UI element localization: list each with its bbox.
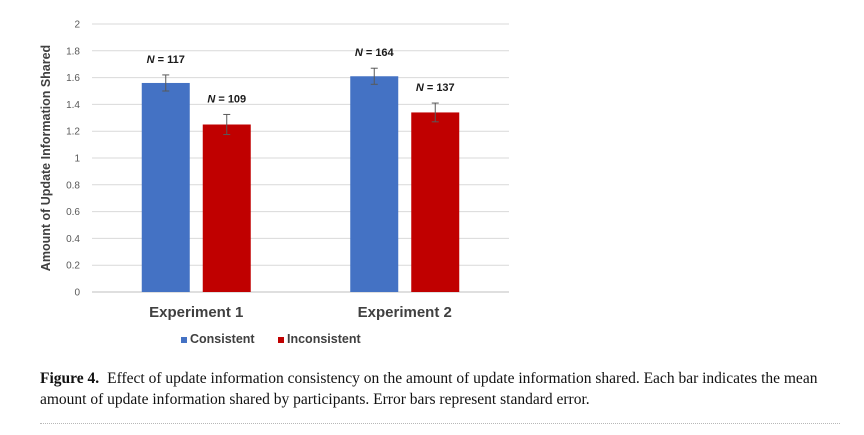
y-axis-label: Amount of Update Information Shared: [39, 45, 53, 271]
legend-item-consistent: Consistent: [181, 332, 255, 346]
x-axis-categories: Experiment 1 Experiment 2: [149, 304, 452, 321]
y-tick-label: 0.2: [66, 261, 80, 272]
bar-inconsistent-1: [202, 124, 251, 292]
legend-label: Inconsistent: [287, 332, 361, 346]
error-bar: [223, 113, 231, 136]
error-bar: [431, 102, 439, 123]
error-bars: [162, 67, 439, 136]
legend-swatch: [181, 337, 187, 343]
bar-data-label: N = 109: [207, 93, 246, 105]
error-bar: [162, 74, 170, 92]
y-tick-label: 2: [74, 20, 80, 31]
y-tick-label: 0.4: [66, 234, 80, 245]
y-tick-label: 1.6: [66, 73, 80, 84]
bar-chart: 0 0.2 0.4 0.6 0.8 1 1.2 1.4 1.6 1.8 2 Amount of Up…: [39, 20, 509, 346]
x-category-label: Experiment 2: [358, 304, 452, 321]
legend: Consistent Inconsistent: [181, 332, 361, 346]
bar-data-label: N = 137: [416, 82, 455, 94]
divider: [40, 423, 840, 424]
y-tick-label: 0.6: [66, 207, 80, 218]
y-tick-label: 0: [74, 288, 80, 299]
y-tick-label: 1.8: [66, 46, 80, 57]
x-category-label: Experiment 1: [149, 304, 243, 321]
bar-data-label: N = 164: [355, 47, 395, 59]
bar-inconsistent-2: [411, 112, 460, 292]
figure-number: Figure 4.: [40, 370, 100, 387]
bar-data-label: N = 117: [147, 54, 185, 66]
bar-consistent-1: [141, 82, 190, 293]
legend-swatch: [278, 337, 284, 343]
bar-data-labels: N = 117 N = 109 N = 164 N = 137: [147, 47, 455, 105]
caption-text: Effect of update information consistency…: [40, 370, 818, 408]
figure-caption: Figure 4. Effect of update information co…: [40, 368, 840, 410]
y-tick-label: 0.8: [66, 180, 80, 191]
bar-consistent-2: [350, 76, 399, 292]
bars: [141, 76, 460, 293]
legend-item-inconsistent: Inconsistent: [278, 332, 361, 346]
y-tick-label: 1: [74, 154, 80, 165]
y-tick-label: 1.4: [66, 100, 80, 111]
error-bar: [370, 67, 378, 85]
legend-label: Consistent: [190, 332, 255, 346]
y-axis-ticks: 0 0.2 0.4 0.6 0.8 1 1.2 1.4 1.6 1.8 2: [66, 20, 80, 299]
y-tick-label: 1.2: [66, 127, 80, 138]
